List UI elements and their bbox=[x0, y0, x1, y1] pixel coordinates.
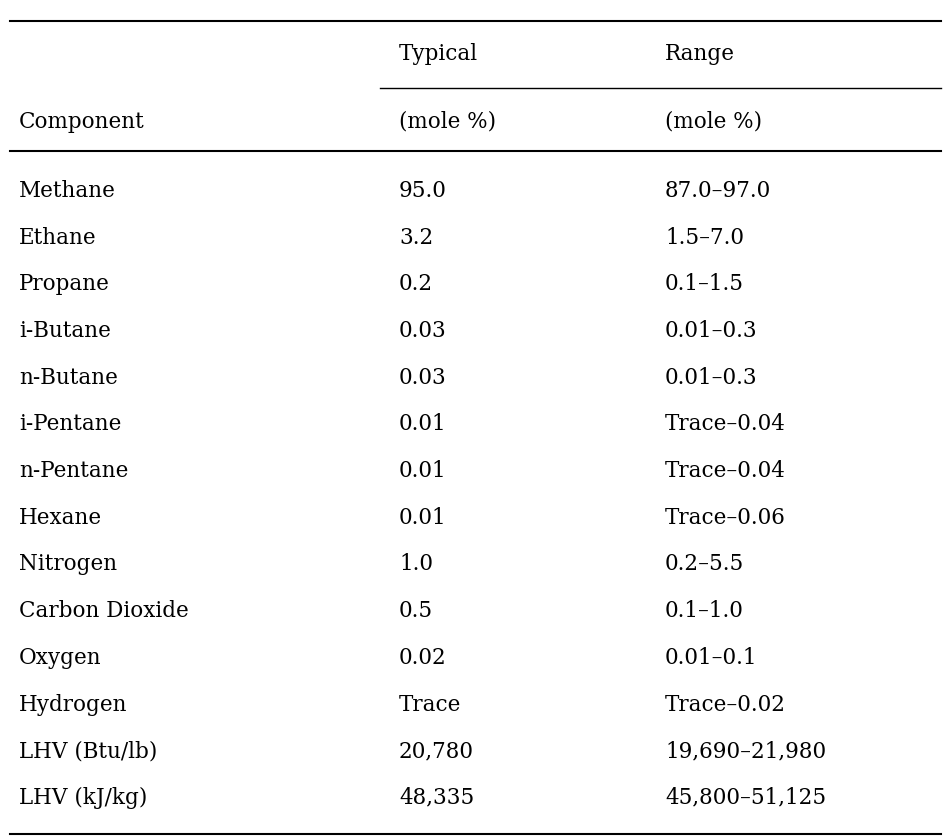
Text: Range: Range bbox=[665, 44, 735, 65]
Text: 0.02: 0.02 bbox=[399, 647, 446, 669]
Text: 20,780: 20,780 bbox=[399, 740, 474, 763]
Text: 87.0–97.0: 87.0–97.0 bbox=[665, 180, 771, 202]
Text: 1.5–7.0: 1.5–7.0 bbox=[665, 226, 744, 249]
Text: (mole %): (mole %) bbox=[665, 111, 762, 132]
Text: 0.01: 0.01 bbox=[399, 460, 446, 482]
Text: Trace–0.02: Trace–0.02 bbox=[665, 694, 786, 716]
Text: 48,335: 48,335 bbox=[399, 787, 474, 809]
Text: (mole %): (mole %) bbox=[399, 111, 496, 132]
Text: Hydrogen: Hydrogen bbox=[19, 694, 127, 716]
Text: Typical: Typical bbox=[399, 44, 478, 65]
Text: 0.2–5.5: 0.2–5.5 bbox=[665, 553, 744, 576]
Text: 0.01–0.3: 0.01–0.3 bbox=[665, 320, 758, 342]
Text: 0.01–0.1: 0.01–0.1 bbox=[665, 647, 757, 669]
Text: Propane: Propane bbox=[19, 273, 110, 295]
Text: 0.01–0.3: 0.01–0.3 bbox=[665, 367, 758, 389]
Text: 0.2: 0.2 bbox=[399, 273, 433, 295]
Text: LHV (kJ/kg): LHV (kJ/kg) bbox=[19, 787, 147, 809]
Text: Trace: Trace bbox=[399, 694, 462, 716]
Text: 0.03: 0.03 bbox=[399, 367, 446, 389]
Text: 95.0: 95.0 bbox=[399, 180, 446, 202]
Text: LHV (Btu/lb): LHV (Btu/lb) bbox=[19, 740, 158, 763]
Text: 0.01: 0.01 bbox=[399, 413, 446, 436]
Text: Ethane: Ethane bbox=[19, 226, 97, 249]
Text: Trace–0.04: Trace–0.04 bbox=[665, 413, 786, 436]
Text: 0.1–1.5: 0.1–1.5 bbox=[665, 273, 744, 295]
Text: 1.0: 1.0 bbox=[399, 553, 433, 576]
Text: Carbon Dioxide: Carbon Dioxide bbox=[19, 600, 189, 622]
Text: 45,800–51,125: 45,800–51,125 bbox=[665, 787, 826, 809]
Text: i-Butane: i-Butane bbox=[19, 320, 111, 342]
Text: i-Pentane: i-Pentane bbox=[19, 413, 122, 436]
Text: 0.03: 0.03 bbox=[399, 320, 446, 342]
Text: Oxygen: Oxygen bbox=[19, 647, 102, 669]
Text: n-Pentane: n-Pentane bbox=[19, 460, 128, 482]
Text: n-Butane: n-Butane bbox=[19, 367, 118, 389]
Text: Methane: Methane bbox=[19, 180, 116, 202]
Text: Trace–0.04: Trace–0.04 bbox=[665, 460, 786, 482]
Text: Nitrogen: Nitrogen bbox=[19, 553, 117, 576]
Text: 0.01: 0.01 bbox=[399, 507, 446, 529]
Text: Hexane: Hexane bbox=[19, 507, 103, 529]
Text: Trace–0.06: Trace–0.06 bbox=[665, 507, 786, 529]
Text: 3.2: 3.2 bbox=[399, 226, 433, 249]
Text: 0.1–1.0: 0.1–1.0 bbox=[665, 600, 744, 622]
Text: 19,690–21,980: 19,690–21,980 bbox=[665, 740, 826, 763]
Text: 0.5: 0.5 bbox=[399, 600, 433, 622]
Text: Component: Component bbox=[19, 111, 144, 132]
